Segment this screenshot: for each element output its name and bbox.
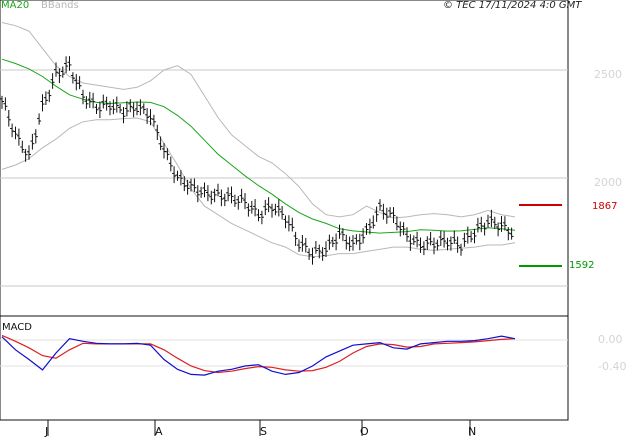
macd-panel-frame [0, 315, 569, 421]
macd-tick-label: 0.00 [598, 333, 623, 346]
copyright-timestamp: © TEC 17/11/2024 4:0 GMT [443, 0, 582, 11]
macd-title: MACD [2, 322, 32, 333]
x-tick-label: S [260, 425, 267, 438]
ma20-line [1, 58, 516, 234]
legend-ma20: MA20 [1, 0, 30, 11]
y-tick-label: 2500 [594, 68, 622, 81]
x-tick-label: O [360, 425, 369, 438]
bollinger-bands [1, 22, 516, 258]
ma20-polyline [1, 58, 516, 234]
legend-bbands: BBands [41, 0, 79, 11]
price-bars [0, 56, 514, 265]
grid-lines [0, 69, 568, 367]
macd-line [1, 335, 516, 376]
lower-band-line [1, 117, 516, 258]
x-tick-label: A [155, 425, 163, 438]
x-axis-ticks [47, 420, 471, 436]
resistance-label: 1867 [592, 201, 618, 212]
price-panel-frame [0, 0, 569, 317]
y-tick-label: 2000 [594, 176, 622, 189]
x-tick-label: N [468, 425, 477, 438]
price-levels [519, 204, 562, 267]
macd-tick-label: -0.40 [598, 360, 627, 373]
x-tick-label: J [45, 425, 49, 438]
support-label: 1592 [569, 260, 595, 271]
upper-band-line [1, 22, 516, 219]
signal-line [1, 334, 516, 374]
macd-lines [1, 334, 516, 376]
